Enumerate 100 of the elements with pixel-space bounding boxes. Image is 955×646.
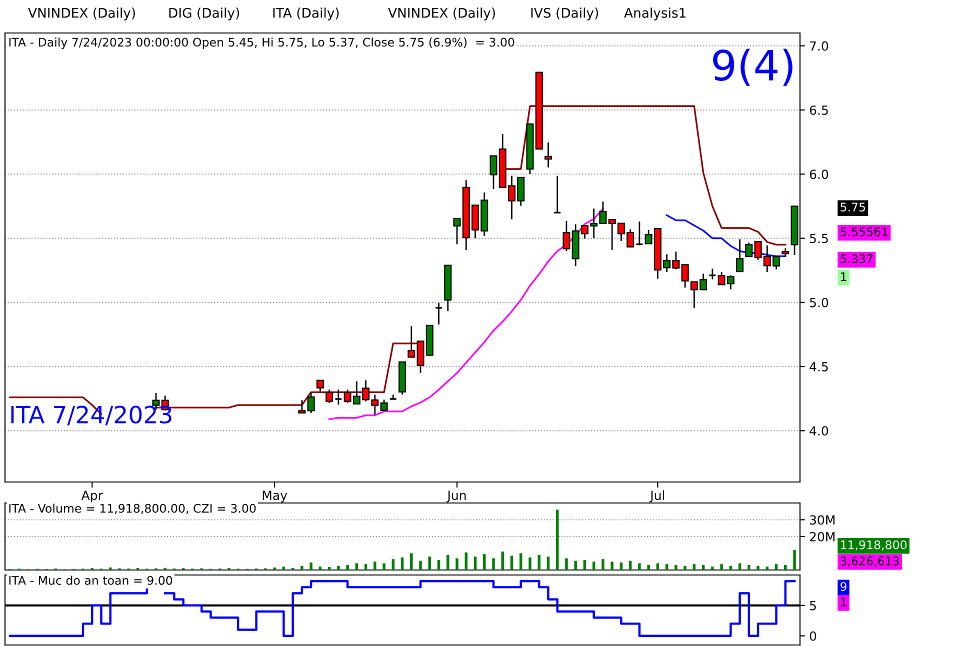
candlestick <box>334 388 342 406</box>
bar <box>474 556 477 570</box>
bar <box>784 564 787 570</box>
bar <box>620 562 623 570</box>
text: 5.55561 <box>840 227 888 236</box>
bar <box>592 562 596 570</box>
bar <box>337 566 340 570</box>
bar <box>364 564 368 570</box>
bar <box>410 553 413 570</box>
bar <box>328 566 331 570</box>
bar <box>711 566 714 570</box>
y-tick-label: 7.0 <box>810 41 828 51</box>
text: 1 <box>841 598 846 606</box>
bar <box>446 554 450 570</box>
bar <box>300 566 304 570</box>
bar <box>483 554 486 570</box>
bar <box>456 558 458 570</box>
y-tick-label: 4.5 <box>810 362 828 372</box>
bar <box>492 558 495 570</box>
y-tick-label: 0 <box>810 631 816 641</box>
text: 5.337 <box>840 254 873 264</box>
y-tick-label: 4.0 <box>810 426 828 436</box>
y-tick-label: 30M <box>810 515 834 525</box>
bar <box>748 564 750 570</box>
bar <box>538 554 540 570</box>
text: 11,918,800 <box>841 540 907 551</box>
bar <box>774 564 778 570</box>
chart-title: ITA - Volume = 11,918,800.00, CZI = 3.00 <box>9 504 256 514</box>
bar <box>282 566 286 570</box>
bar <box>610 562 614 570</box>
bar <box>528 557 532 570</box>
bar <box>273 567 276 570</box>
y-tick-label: 5.0 <box>810 298 828 308</box>
x-tick-label: May <box>262 490 288 502</box>
bar <box>766 566 769 570</box>
y-tick-label: 20M <box>810 532 834 542</box>
candlestick <box>380 398 388 411</box>
x-tick-label: Jul <box>650 490 664 502</box>
text: DIG (Daily) <box>169 8 240 20</box>
bar <box>374 562 376 570</box>
bar <box>647 564 650 570</box>
chart-title: ITA - Daily 7/24/2023 00:00:00 Open 5.45, Hi 5.75, Lo 5.37, Close 5.75 (6.9%) = 3.00 <box>9 37 514 49</box>
text: 9 <box>840 582 846 592</box>
candlestick <box>562 220 570 252</box>
annotation: 9(4) <box>713 48 792 86</box>
text: IVS (Daily) <box>531 8 598 20</box>
candlestick <box>326 388 334 404</box>
bar <box>428 556 432 570</box>
bar <box>346 564 349 570</box>
candlestick <box>745 242 753 258</box>
candlestick <box>316 380 324 392</box>
bar <box>519 553 522 570</box>
candlestick <box>490 155 498 190</box>
text: VNINDEX (Daily) <box>28 8 135 20</box>
bar <box>310 562 312 570</box>
text: 5.75 <box>840 202 866 212</box>
bar <box>638 563 641 570</box>
bar <box>464 552 468 570</box>
bar <box>501 552 504 570</box>
text: VNINDEX (Daily) <box>388 8 495 20</box>
bar <box>692 564 696 570</box>
bar <box>702 564 705 570</box>
chart-title: ITA - Muc do an toan = 9.00 <box>9 576 172 585</box>
text: ITA (Daily) <box>273 8 339 20</box>
candlestick <box>307 392 315 414</box>
candlestick <box>408 325 416 358</box>
bar <box>756 566 760 570</box>
bar <box>684 566 686 570</box>
text: Analysis1 <box>624 8 686 20</box>
bar <box>565 558 568 570</box>
text: 3,626,613 <box>840 556 899 567</box>
bar <box>556 510 559 570</box>
annotation: ITA 7/24/2023 <box>11 406 172 426</box>
candlestick <box>434 302 443 326</box>
bar <box>793 550 796 570</box>
bar <box>419 560 422 570</box>
candlestick <box>736 238 744 272</box>
x-tick-label: Apr <box>81 490 103 502</box>
bar <box>437 560 440 570</box>
bar <box>546 556 550 570</box>
bar <box>382 563 386 570</box>
bar <box>318 566 322 570</box>
bar <box>510 556 514 570</box>
bar <box>392 559 395 570</box>
bar <box>583 560 586 570</box>
y-tick-label: 6.0 <box>810 170 828 180</box>
candlestick <box>553 175 562 214</box>
candlestick <box>298 399 306 414</box>
line-series <box>328 208 604 420</box>
bar <box>602 559 604 570</box>
candlestick <box>708 268 716 280</box>
y-tick-label: 5.5 <box>810 234 828 244</box>
bar <box>574 560 577 570</box>
y-tick-label: 6.5 <box>810 105 828 115</box>
x-tick-label: Jun <box>446 490 466 502</box>
bar <box>665 564 668 570</box>
bar <box>720 564 723 570</box>
candlestick <box>544 142 552 168</box>
bar <box>400 557 404 570</box>
bar <box>674 564 678 570</box>
